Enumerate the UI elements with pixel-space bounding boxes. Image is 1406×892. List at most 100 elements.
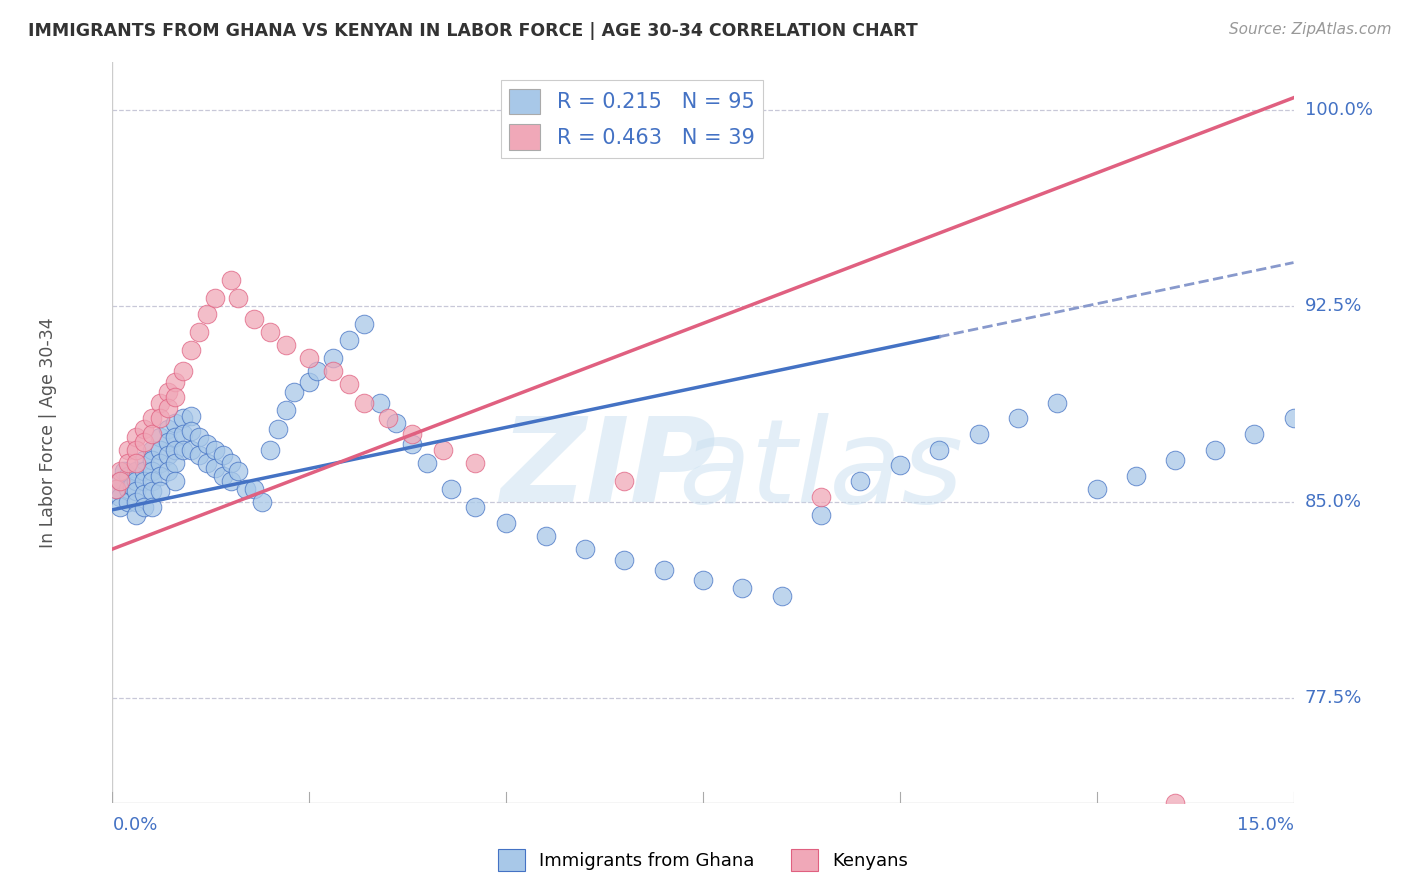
Text: 15.0%: 15.0% xyxy=(1236,816,1294,834)
Point xyxy=(117,456,139,470)
Point xyxy=(416,456,439,470)
Point xyxy=(464,500,486,515)
Point xyxy=(149,484,172,499)
Point xyxy=(112,464,135,478)
Point xyxy=(574,542,596,557)
Point xyxy=(121,479,143,493)
Legend: R = 0.215   N = 95, R = 0.463   N = 39: R = 0.215 N = 95, R = 0.463 N = 39 xyxy=(501,80,763,158)
Point xyxy=(353,317,375,331)
Point xyxy=(1164,453,1187,467)
Point xyxy=(307,364,329,378)
Point xyxy=(141,474,163,488)
Point xyxy=(156,422,179,436)
Point xyxy=(165,442,187,457)
Point xyxy=(401,426,423,441)
Point xyxy=(652,563,675,577)
Point xyxy=(125,495,148,509)
Text: 77.5%: 77.5% xyxy=(1305,690,1362,707)
Point xyxy=(810,508,832,522)
Point xyxy=(928,442,950,457)
Point xyxy=(1204,442,1226,457)
Point xyxy=(165,456,187,470)
Point xyxy=(132,487,155,501)
Point xyxy=(110,474,132,488)
Point xyxy=(401,437,423,451)
Text: atlas: atlas xyxy=(679,413,963,526)
Point xyxy=(172,364,194,378)
Point xyxy=(141,453,163,467)
Text: IMMIGRANTS FROM GHANA VS KENYAN IN LABOR FORCE | AGE 30-34 CORRELATION CHART: IMMIGRANTS FROM GHANA VS KENYAN IN LABOR… xyxy=(28,22,918,40)
Point xyxy=(810,490,832,504)
Point xyxy=(337,333,360,347)
Point xyxy=(141,411,163,425)
Point xyxy=(141,426,163,441)
Point xyxy=(149,468,172,483)
Point xyxy=(149,411,172,425)
Point xyxy=(125,474,148,488)
Point xyxy=(337,377,360,392)
Point xyxy=(219,474,242,488)
Point xyxy=(132,434,155,449)
Legend: Immigrants from Ghana, Kenyans: Immigrants from Ghana, Kenyans xyxy=(491,842,915,879)
Point xyxy=(267,422,290,436)
Point xyxy=(188,448,211,462)
Point xyxy=(125,442,148,457)
Point xyxy=(967,426,990,441)
Point xyxy=(283,385,305,400)
Point xyxy=(534,529,557,543)
Point xyxy=(141,442,163,457)
Text: In Labor Force | Age 30-34: In Labor Force | Age 30-34 xyxy=(38,318,56,548)
Point xyxy=(180,343,202,358)
Text: Source: ZipAtlas.com: Source: ZipAtlas.com xyxy=(1229,22,1392,37)
Point xyxy=(322,351,344,365)
Text: 0.0%: 0.0% xyxy=(112,816,157,834)
Point xyxy=(165,429,187,443)
Point xyxy=(1046,395,1069,409)
Point xyxy=(770,589,793,603)
Point xyxy=(110,490,132,504)
Point xyxy=(353,395,375,409)
Point xyxy=(274,338,297,352)
Point xyxy=(274,403,297,417)
Point xyxy=(132,453,155,467)
Point xyxy=(117,468,139,483)
Point xyxy=(165,375,187,389)
Point xyxy=(165,474,187,488)
Point xyxy=(495,516,517,530)
Point xyxy=(259,325,281,339)
Point xyxy=(188,429,211,443)
Point xyxy=(243,311,266,326)
Point xyxy=(298,375,321,389)
Point xyxy=(250,495,273,509)
Point xyxy=(180,409,202,423)
Point xyxy=(228,464,250,478)
Point xyxy=(1125,468,1147,483)
Point xyxy=(149,442,172,457)
Point xyxy=(172,442,194,457)
Point xyxy=(125,484,148,499)
Point xyxy=(204,291,226,305)
Point xyxy=(141,484,163,499)
Point xyxy=(195,437,218,451)
Point xyxy=(165,390,187,404)
Point xyxy=(156,385,179,400)
Point xyxy=(1282,411,1305,425)
Point xyxy=(125,429,148,443)
Point xyxy=(432,442,454,457)
Point xyxy=(243,482,266,496)
Point xyxy=(125,508,148,522)
Point xyxy=(125,464,148,478)
Point xyxy=(149,429,172,443)
Point xyxy=(1164,796,1187,810)
Text: 100.0%: 100.0% xyxy=(1305,101,1372,119)
Point xyxy=(188,325,211,339)
Point xyxy=(204,461,226,475)
Point xyxy=(165,417,187,431)
Point xyxy=(125,456,148,470)
Point xyxy=(228,291,250,305)
Point xyxy=(1007,411,1029,425)
Point xyxy=(141,500,163,515)
Point xyxy=(613,552,636,566)
Point xyxy=(849,474,872,488)
Point xyxy=(149,395,172,409)
